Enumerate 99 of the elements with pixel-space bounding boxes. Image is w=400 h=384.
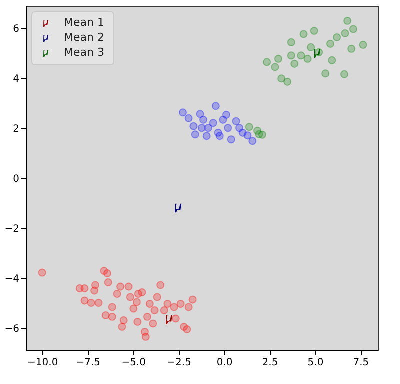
point (120, 316, 128, 325)
point (202, 132, 211, 140)
point (143, 312, 152, 322)
point (271, 63, 280, 72)
point (287, 52, 296, 60)
point (300, 30, 308, 38)
point (328, 56, 336, 64)
point (134, 318, 142, 326)
point (108, 303, 116, 312)
x-tick-label: −2.5 (167, 358, 192, 368)
point (198, 124, 206, 132)
point (290, 60, 299, 68)
point (113, 290, 122, 298)
point (244, 132, 252, 140)
point (216, 132, 224, 140)
point (172, 314, 180, 323)
point (245, 123, 254, 132)
point (166, 315, 173, 324)
point (184, 114, 193, 122)
point (132, 298, 141, 306)
point (126, 293, 134, 302)
point (170, 303, 178, 312)
point (287, 38, 296, 47)
y-tick-label: 0 (13, 174, 20, 185)
point (118, 322, 126, 332)
point (212, 102, 220, 110)
y-tick-label: 2 (13, 124, 20, 135)
point (160, 306, 168, 315)
point (348, 44, 356, 53)
point (176, 300, 185, 308)
point (38, 268, 46, 277)
point (314, 49, 321, 58)
point (175, 204, 182, 213)
point (227, 136, 236, 144)
point (310, 26, 318, 36)
x-tick-label: 7.5 (353, 358, 370, 368)
y-tick-label: −2 (4, 224, 20, 235)
y-tick-label: −6 (4, 324, 20, 335)
point (333, 33, 342, 42)
x-tick-label: −7.5 (76, 358, 100, 368)
point (190, 122, 198, 130)
point (222, 110, 231, 119)
y-tick-label: −4 (4, 274, 20, 285)
point (209, 119, 218, 128)
point (322, 70, 330, 78)
y-tick-label: 6 (13, 24, 20, 35)
point (80, 284, 89, 293)
point (149, 320, 158, 328)
point (341, 29, 350, 38)
x-tick-label: −5.0 (122, 358, 146, 368)
point (87, 299, 96, 308)
point (156, 281, 165, 290)
point (224, 124, 232, 132)
point (116, 282, 125, 291)
point (263, 58, 272, 66)
point (232, 117, 240, 126)
point (307, 43, 316, 52)
point (340, 70, 349, 78)
point (124, 282, 133, 291)
point (153, 293, 162, 302)
point (278, 74, 286, 83)
x-tick-label: 2.5 (262, 358, 278, 368)
y-tick-label: 4 (13, 74, 20, 85)
point (349, 25, 358, 34)
point (304, 54, 312, 63)
point (183, 325, 192, 334)
x-tick-label: 0.0 (216, 358, 233, 368)
x-tick-label: −10.0 (28, 358, 58, 368)
point (146, 300, 154, 308)
x-tick-label: 5.0 (308, 358, 324, 368)
point (191, 130, 200, 139)
point (248, 137, 257, 146)
legend-label: Mean 3 (64, 46, 104, 59)
point (104, 278, 112, 287)
point (80, 296, 89, 305)
point (274, 54, 283, 63)
point (255, 130, 264, 138)
point (200, 116, 208, 124)
point (359, 40, 368, 49)
point (178, 108, 188, 117)
point (184, 303, 193, 312)
legend-label: Mean 1 (64, 16, 104, 29)
point (142, 332, 150, 342)
point (188, 296, 197, 304)
point (138, 288, 146, 297)
point (326, 40, 335, 48)
point (196, 110, 204, 118)
point (103, 270, 112, 278)
point (90, 286, 99, 295)
point (297, 52, 306, 60)
point (150, 306, 159, 315)
point (94, 299, 103, 308)
point (284, 78, 292, 86)
point (108, 312, 116, 322)
point (164, 300, 172, 308)
point (130, 304, 138, 313)
legend-label: Mean 2 (64, 31, 104, 44)
point (344, 16, 352, 26)
point (102, 311, 110, 320)
